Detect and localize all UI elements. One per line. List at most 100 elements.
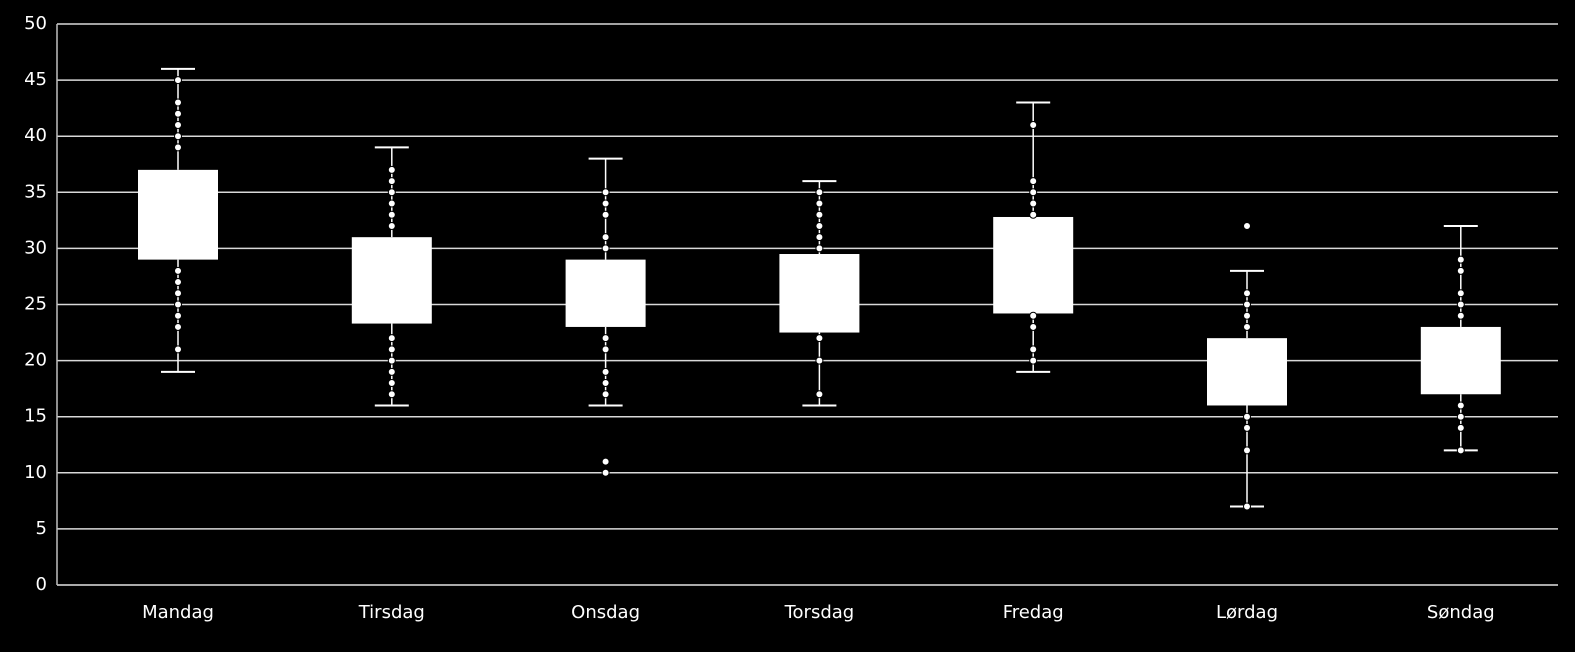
box — [565, 259, 646, 327]
data-point — [601, 199, 610, 208]
data-point — [601, 244, 610, 253]
x-tick-label: Onsdag — [571, 602, 640, 623]
x-tick-label: Mandag — [142, 602, 214, 623]
y-tick-label: 35 — [24, 181, 47, 202]
data-point — [1029, 210, 1038, 219]
data-point — [1029, 177, 1038, 186]
data-point — [601, 390, 610, 399]
data-point — [1243, 289, 1251, 298]
data-point — [1243, 311, 1251, 320]
y-tick-label: 5 — [36, 518, 47, 539]
x-tick-label: Torsdag — [784, 602, 855, 623]
data-point — [387, 188, 396, 197]
data-point — [815, 199, 824, 208]
data-point — [387, 356, 396, 365]
data-point — [1029, 120, 1038, 129]
data-point — [387, 345, 396, 354]
data-point — [1029, 345, 1038, 354]
y-tick-label: 30 — [24, 237, 47, 258]
data-point — [174, 76, 182, 85]
data-point — [1029, 356, 1038, 365]
data-point — [174, 345, 182, 354]
data-point — [174, 132, 182, 141]
data-point — [387, 367, 396, 376]
x-tick-label: Tirsdag — [358, 602, 425, 623]
data-point — [601, 468, 610, 477]
box — [779, 254, 860, 333]
data-point — [174, 322, 182, 331]
box — [993, 216, 1074, 314]
data-point — [601, 334, 610, 343]
data-point — [387, 379, 396, 388]
data-point — [174, 311, 182, 320]
data-point — [601, 233, 610, 242]
y-tick-label: 40 — [24, 125, 47, 146]
data-point — [174, 120, 182, 129]
y-tick-label: 10 — [24, 462, 47, 483]
y-tick-label: 0 — [36, 574, 47, 595]
data-point — [387, 334, 396, 343]
data-point — [174, 278, 182, 287]
box — [1207, 338, 1287, 406]
data-point — [601, 345, 610, 354]
data-point — [1029, 199, 1038, 208]
data-point — [815, 334, 824, 343]
data-point — [601, 367, 610, 376]
x-tick-label: Lørdag — [1216, 602, 1278, 623]
y-tick-label: 50 — [24, 13, 47, 34]
y-tick-label: 15 — [24, 406, 47, 427]
data-point — [1456, 300, 1465, 309]
data-point — [815, 221, 824, 230]
x-tick-label: Fredag — [1003, 602, 1064, 623]
data-point — [1456, 446, 1465, 455]
data-point — [1456, 401, 1465, 410]
data-point — [601, 457, 610, 466]
data-point — [174, 266, 182, 275]
data-point — [1243, 221, 1251, 230]
data-point — [1243, 300, 1251, 309]
data-point — [815, 356, 824, 365]
data-point — [1243, 446, 1251, 455]
data-point — [1456, 289, 1465, 298]
data-point — [815, 188, 824, 197]
data-point — [1456, 255, 1465, 264]
data-point — [815, 390, 824, 399]
data-point — [387, 177, 396, 186]
data-point — [1029, 311, 1038, 320]
y-tick-label: 45 — [24, 69, 47, 90]
data-point — [387, 390, 396, 399]
data-point — [1456, 423, 1465, 432]
data-point — [1243, 423, 1251, 432]
y-tick-label: 20 — [24, 350, 47, 371]
data-point — [1243, 412, 1251, 421]
data-point — [387, 199, 396, 208]
box — [138, 169, 218, 260]
data-point — [815, 233, 824, 242]
data-point — [601, 188, 610, 197]
data-point — [174, 300, 182, 309]
data-point — [815, 210, 824, 219]
data-point — [601, 210, 610, 219]
x-tick-label: Søndag — [1427, 602, 1495, 623]
data-point — [174, 98, 182, 107]
data-point — [174, 143, 182, 152]
data-point — [1243, 502, 1251, 511]
data-point — [387, 210, 396, 219]
y-tick-label: 25 — [24, 294, 47, 315]
data-point — [174, 109, 182, 118]
data-point — [387, 221, 396, 230]
data-point — [387, 165, 396, 174]
data-point — [1456, 266, 1465, 275]
data-point — [1456, 311, 1465, 320]
data-point — [1029, 188, 1038, 197]
data-point — [815, 244, 824, 253]
data-point — [1456, 412, 1465, 421]
box — [1420, 326, 1501, 395]
data-point — [1243, 322, 1251, 331]
data-point — [601, 379, 610, 388]
box — [351, 237, 432, 324]
data-point — [1029, 322, 1038, 331]
data-point — [174, 289, 182, 298]
